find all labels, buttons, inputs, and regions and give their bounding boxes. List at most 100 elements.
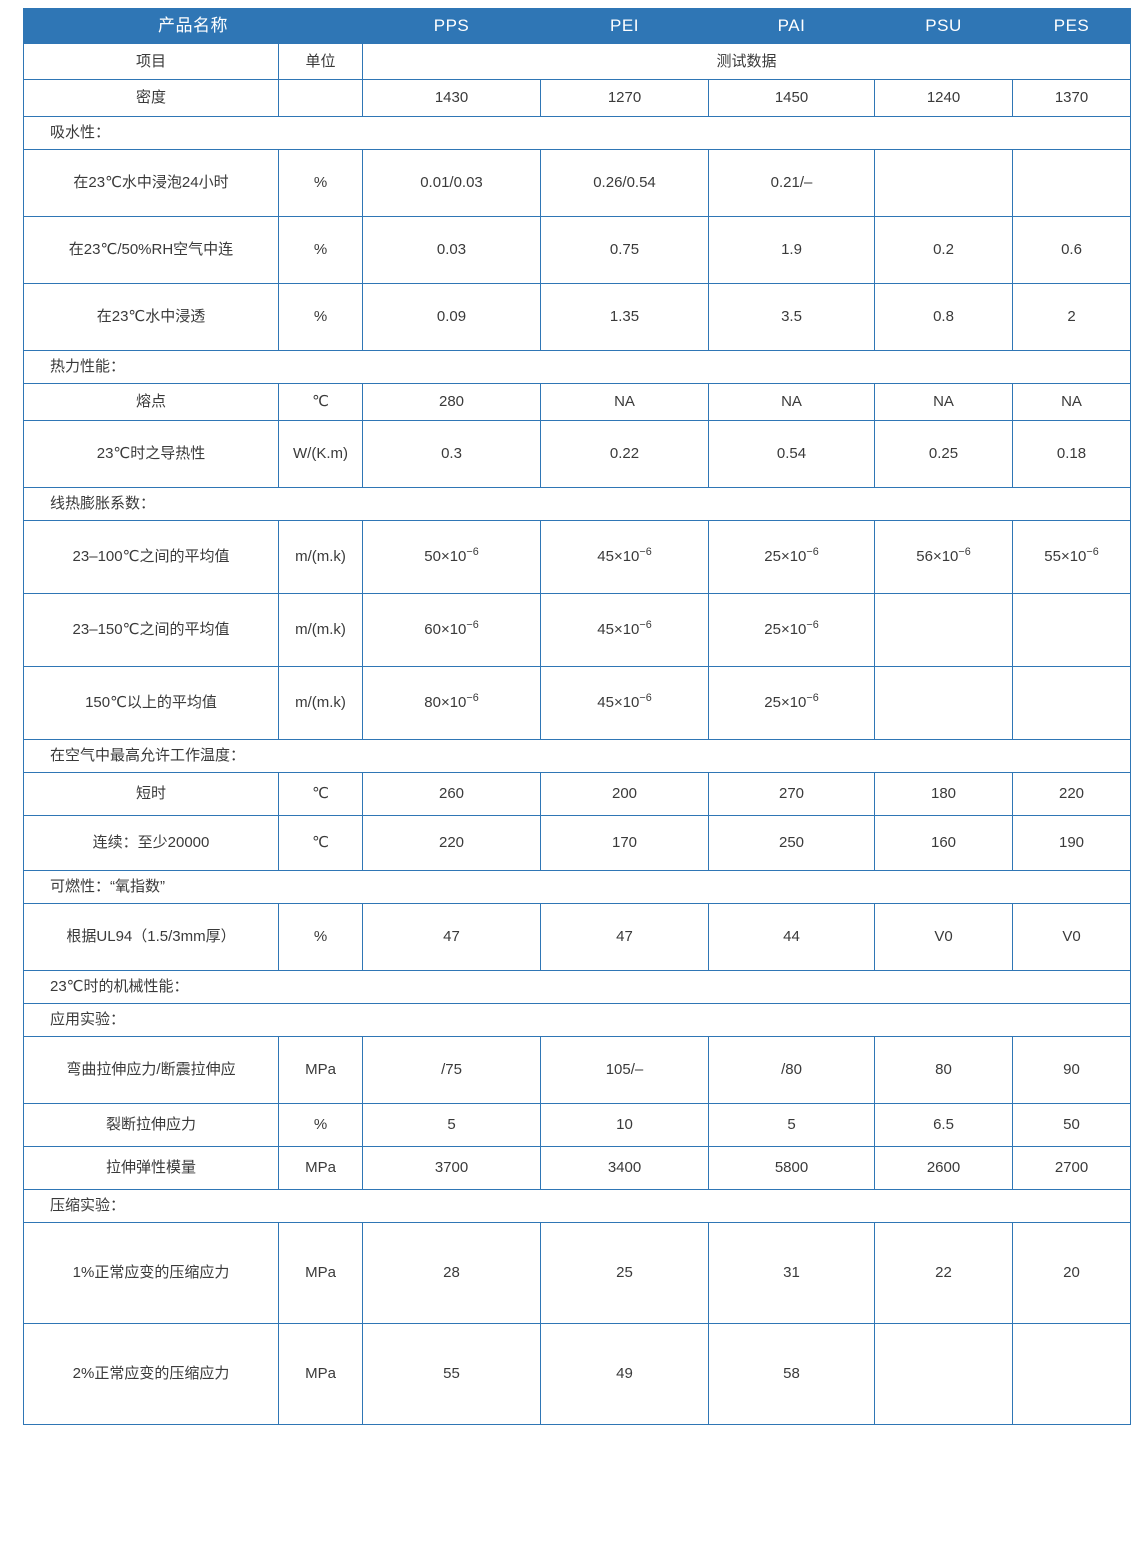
row-label-exp-23-150: 23–150℃之间的平均值 [23,593,279,667]
section-header-mechanical: 23℃时的机械性能： [23,970,1131,1004]
cell-exp23100-pei: 45×10−6 [540,520,709,594]
cell-water24h-pps: 0.01/0.03 [362,149,541,217]
header-product-name: 产品名称 [23,8,363,44]
subheader-item: 项目 [23,43,279,80]
table-row: 熔点 ℃ 280 NA NA NA NA [23,383,1131,421]
table-row: 拉伸弹性模量 MPa 3700 3400 5800 2600 2700 [23,1146,1131,1190]
cell-short-pps: 260 [362,772,541,816]
cell-comp1-pes: 20 [1012,1222,1131,1324]
table-row: 裂断拉伸应力 % 5 10 5 6.5 50 [23,1103,1131,1147]
section-header-compression: 压缩实验： [23,1189,1131,1223]
cell-break-pei: 10 [540,1103,709,1147]
cell-comp2-psu [874,1323,1013,1425]
section-label: 可燃性：“氧指数” [23,870,1131,904]
table-row: 23–100℃之间的平均值 m/(m.k) 50×10−6 45×10−6 25… [23,520,1131,594]
table-row: 短时 ℃ 260 200 270 180 220 [23,772,1131,816]
cell-expover150-pai: 25×10−6 [708,666,875,740]
cell-exp23150-pps: 60×10−6 [362,593,541,667]
cell-melt-pes: NA [1012,383,1131,421]
row-unit-flex-tensile: MPa [278,1036,363,1104]
header-col-psu: PSU [874,8,1013,44]
cell-melt-pai: NA [708,383,875,421]
cell-ul94-pes: V0 [1012,903,1131,971]
cell-short-pei: 200 [540,772,709,816]
cell-cont-pes: 190 [1012,815,1131,871]
cell-water24h-pei: 0.26/0.54 [540,149,709,217]
cell-modulus-pei: 3400 [540,1146,709,1190]
cell-watersat-pes: 2 [1012,283,1131,351]
cell-short-pai: 270 [708,772,875,816]
row-unit-comp-1pct: MPa [278,1222,363,1324]
cell-break-pai: 5 [708,1103,875,1147]
product-properties-table: 产品名称 PPS PEI PAI PSU PES 项目 单位 测试数据 密度 1… [23,8,1131,1425]
cell-waterrh-pai: 1.9 [708,216,875,284]
cell-exp23150-psu [874,593,1013,667]
cell-ul94-psu: V0 [874,903,1013,971]
section-label: 压缩实验： [23,1189,1131,1223]
row-unit-break-tensile: % [278,1103,363,1147]
row-label-water-rh: 在23℃/50%RH空气中连 [23,216,279,284]
table-row: 在23℃水中浸泡24小时 % 0.01/0.03 0.26/0.54 0.21/… [23,149,1131,217]
cell-cond-pai: 0.54 [708,420,875,488]
cell-density-psu: 1240 [874,79,1013,117]
section-label: 线热膨胀系数： [23,487,1131,521]
table-row: 150℃以上的平均值 m/(m.k) 80×10−6 45×10−6 25×10… [23,666,1131,740]
cell-cont-pei: 170 [540,815,709,871]
row-unit-short-term: ℃ [278,772,363,816]
row-label-continuous: 连续：至少20000 [23,815,279,871]
row-label-short-term: 短时 [23,772,279,816]
cell-melt-pei: NA [540,383,709,421]
row-unit-ul94: % [278,903,363,971]
subheader-test-data: 测试数据 [362,43,1131,80]
cell-waterrh-pes: 0.6 [1012,216,1131,284]
section-label: 热力性能： [23,350,1131,384]
cell-comp1-psu: 22 [874,1222,1013,1324]
row-label-water-sat: 在23℃水中浸透 [23,283,279,351]
section-label: 23℃时的机械性能： [23,970,1131,1004]
cell-exp23150-pei: 45×10−6 [540,593,709,667]
cell-waterrh-pei: 0.75 [540,216,709,284]
row-label-comp-2pct: 2%正常应变的压缩应力 [23,1323,279,1425]
cell-flex-pes: 90 [1012,1036,1131,1104]
cell-water24h-psu [874,149,1013,217]
cell-flex-pei: 105/– [540,1036,709,1104]
cell-melt-psu: NA [874,383,1013,421]
row-unit-continuous: ℃ [278,815,363,871]
cell-exp23150-pai: 25×10−6 [708,593,875,667]
cell-exp23100-psu: 56×10−6 [874,520,1013,594]
cell-comp2-pei: 49 [540,1323,709,1425]
row-unit-exp-23-100: m/(m.k) [278,520,363,594]
cell-cond-psu: 0.25 [874,420,1013,488]
header-col-pes: PES [1012,8,1131,44]
row-unit-exp-23-150: m/(m.k) [278,593,363,667]
row-label-water-24h: 在23℃水中浸泡24小时 [23,149,279,217]
cell-exp23150-pes [1012,593,1131,667]
cell-comp2-pps: 55 [362,1323,541,1425]
cell-density-pps: 1430 [362,79,541,117]
row-label-comp-1pct: 1%正常应变的压缩应力 [23,1222,279,1324]
cell-flex-pps: /75 [362,1036,541,1104]
row-unit-water-24h: % [278,149,363,217]
table-row: 根据UL94（1.5/3mm厚） % 47 47 44 V0 V0 [23,903,1131,971]
section-label: 吸水性： [23,116,1131,150]
cell-flex-psu: 80 [874,1036,1013,1104]
cell-water24h-pai: 0.21/– [708,149,875,217]
cell-watersat-pps: 0.09 [362,283,541,351]
row-unit-exp-over-150: m/(m.k) [278,666,363,740]
cell-comp1-pps: 28 [362,1222,541,1324]
row-unit-water-rh: % [278,216,363,284]
row-unit-comp-2pct: MPa [278,1323,363,1425]
cell-expover150-pei: 45×10−6 [540,666,709,740]
header-col-pps: PPS [362,8,541,44]
table-row: 2%正常应变的压缩应力 MPa 55 49 58 [23,1323,1131,1425]
cell-short-pes: 220 [1012,772,1131,816]
cell-comp2-pai: 58 [708,1323,875,1425]
table-row: 密度 1430 1270 1450 1240 1370 [23,79,1131,117]
section-header-water-absorption: 吸水性： [23,116,1131,150]
cell-ul94-pai: 44 [708,903,875,971]
section-header-thermal: 热力性能： [23,350,1131,384]
cell-waterrh-pps: 0.03 [362,216,541,284]
cell-cond-pes: 0.18 [1012,420,1131,488]
header-col-pai: PAI [708,8,875,44]
